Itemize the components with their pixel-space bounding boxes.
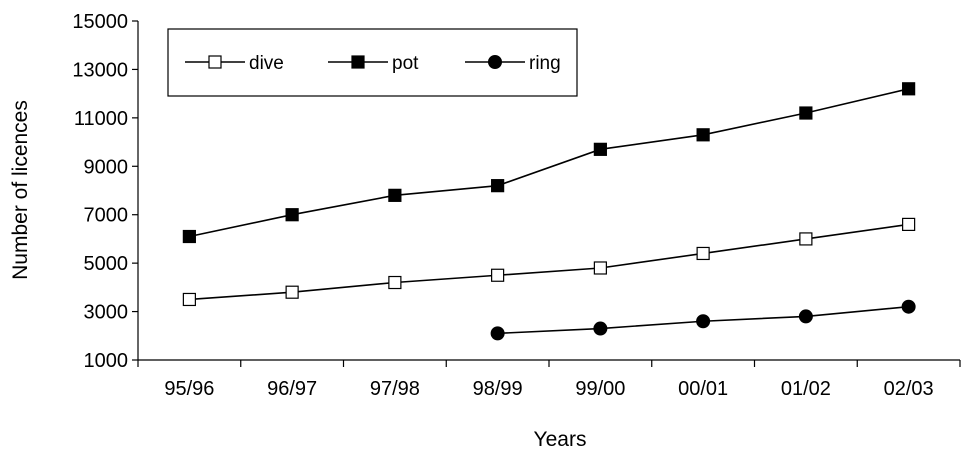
legend-marker [208, 55, 222, 69]
dive-point [285, 285, 299, 299]
x-tick-label: 00/01 [678, 378, 728, 400]
y-tick-label: 1000 [84, 350, 129, 372]
x-tick-label: 99/00 [575, 378, 625, 400]
ring-point [593, 321, 608, 336]
legend-item-dive: dive [185, 53, 284, 74]
ring-point [490, 326, 505, 341]
pot-point [696, 128, 710, 142]
series [182, 82, 916, 341]
x-tick-label: 97/98 [370, 378, 420, 400]
dive-point [388, 275, 402, 290]
y-tick-label: 15000 [72, 11, 128, 33]
legend-item-ring: ring [465, 53, 561, 74]
y-tick-label: 3000 [84, 302, 129, 324]
y-axis-title: Number of licences [9, 100, 32, 280]
y-tick-label: 13000 [72, 59, 128, 81]
legend: dive pot ring [167, 28, 578, 97]
legend-label: dive [249, 53, 284, 74]
series-pot [182, 82, 916, 244]
x-tick-label: 02/03 [884, 378, 934, 400]
x-tick-label: 95/96 [164, 378, 214, 400]
x-axis-title: Years [534, 428, 587, 451]
legend-marker [488, 55, 502, 69]
tick-labels: 1000 3000 5000 7000 9000 11000 13000 15000 95/96… [72, 11, 933, 400]
y-tick-label: 11000 [74, 108, 128, 130]
pot-point [182, 229, 196, 244]
axes [132, 20, 961, 367]
pot-point [388, 188, 402, 202]
pot-point [491, 179, 505, 193]
pot-point [593, 142, 607, 156]
ring-point [901, 299, 916, 314]
y-tick-label: 5000 [84, 253, 129, 275]
x-tick-label: 01/02 [781, 378, 831, 400]
dive-point [182, 292, 196, 307]
ring-point [798, 309, 813, 324]
y-tick-label: 9000 [84, 156, 129, 178]
x-tick-label: 96/97 [267, 378, 317, 400]
legend-marker [351, 55, 365, 69]
pot-line [189, 88, 909, 238]
legend-items: dive pot ring [185, 53, 561, 74]
series-ring [490, 299, 916, 341]
series-dive [182, 217, 916, 307]
dive-line [189, 223, 909, 301]
legend-label: pot [392, 53, 419, 74]
dive-point [902, 217, 916, 231]
pot-point [799, 106, 813, 120]
pot-point [902, 82, 916, 96]
y-tick-label: 7000 [84, 205, 129, 227]
dive-point [799, 232, 813, 246]
ring-point [696, 314, 711, 329]
legend-label: ring [529, 53, 561, 74]
x-tick-label: 98/99 [473, 378, 523, 400]
legend-item-pot: pot [328, 53, 419, 74]
pot-point [285, 208, 299, 222]
dive-point [491, 268, 505, 282]
dive-point [593, 261, 607, 275]
dive-point [696, 246, 710, 261]
